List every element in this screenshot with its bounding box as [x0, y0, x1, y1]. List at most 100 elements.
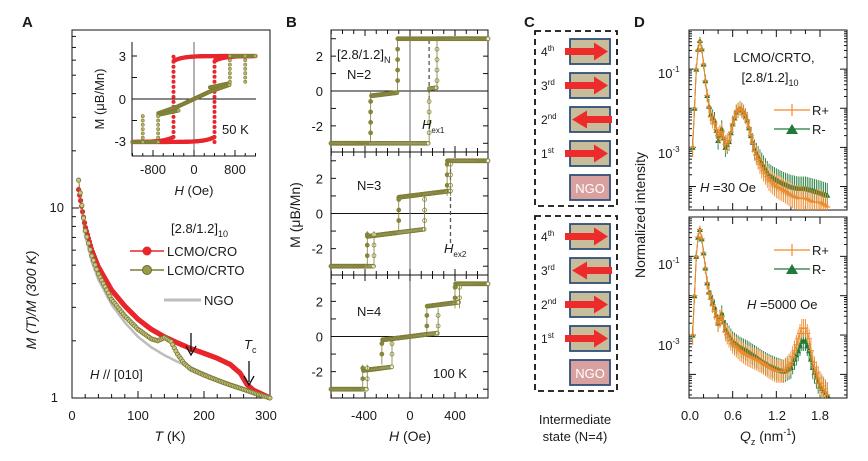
panel-d-legend-top: R+ R-	[774, 103, 829, 137]
panel-b-xtick-neg400: -400	[351, 408, 377, 423]
panel-b-xtick-0: 0	[406, 408, 413, 423]
layer-label: 4th	[541, 229, 554, 244]
panel-a-xtick-200: 200	[193, 408, 215, 423]
panel-c-layer-diagram: 4th 3rd 2nd 1st NGO 4th 3rd 2nd 1st NGO	[534, 30, 618, 392]
panel-d-ytick-top-1e-3: 10-3	[658, 145, 680, 161]
inset-xtick-0: 0	[190, 162, 197, 177]
layer-label-suffix: th	[548, 44, 555, 53]
panel-b-ytick-label: 2	[316, 294, 323, 309]
panel-d-reflectivity-chart: LCMO/CRTO, [2.8/1.2]10 H =30 Oe H =5000 …	[632, 29, 848, 447]
data-point-crto	[84, 234, 90, 240]
layer-label-suffix: nd	[548, 112, 557, 121]
panel-d-ylabel: Normalized intensity	[632, 152, 648, 278]
arrow-right-icon	[565, 42, 608, 61]
panel-d-xtick-06: 0.6	[724, 408, 742, 423]
substrate-block	[569, 174, 611, 201]
inset-point-crto	[227, 67, 232, 71]
inset-point-cro	[171, 140, 176, 144]
panel-d-xlabel: Qz (nm-1)	[740, 427, 796, 447]
panel-b-ytick-label: -2	[311, 242, 323, 257]
inset-point-cro	[171, 114, 176, 119]
inset-point-cro	[171, 129, 176, 134]
inset-point-crto	[140, 122, 145, 127]
layer-label: 1st	[541, 146, 555, 161]
inset-point-crto	[156, 114, 161, 119]
panel-a-ytick-10: 10	[50, 200, 64, 215]
substrate-label: NGO	[575, 366, 605, 381]
inset-point-cro	[171, 134, 176, 139]
panel-b-hysteresis-chart: 2 0 -2 2 0 -2 2 0 -2 [2.8/1.2]N N=2 N=3 N=4 Hex1…	[287, 29, 491, 444]
panel-b-ytick-label: 2	[316, 171, 323, 186]
inset-point-cro	[171, 99, 176, 104]
panel-a-temperature-chart: 1 10 0 100 200 300 T (K) M (T)/M (300 K)…	[23, 29, 277, 444]
legend-label-rplus-2: R+	[812, 243, 829, 258]
panel-b-ytick-label: -2	[311, 365, 323, 380]
panel-d-xtick-12: 1.2	[768, 408, 786, 423]
panel-label-b: B	[286, 14, 297, 31]
inset-point-cro	[212, 119, 217, 124]
layer-label-suffix: th	[548, 229, 555, 238]
panel-a-curves	[76, 177, 273, 401]
inset-point-crto	[227, 79, 232, 84]
panel-a-y-ticks	[72, 35, 79, 399]
inset-point-crto	[140, 135, 145, 140]
panel-d-ytick-bot-1e-1: 10-1	[658, 256, 680, 272]
data-point-crto	[81, 215, 87, 221]
panel-a-inset-chart: 3 0 -3 -800 0 800 H (Oe) M (μB/Mn) 50 K	[92, 42, 258, 198]
arrow-left-icon	[572, 261, 612, 280]
data-point-crto	[94, 266, 100, 272]
panel-b-point-hollow	[421, 227, 427, 232]
inset-point-crto	[176, 108, 181, 113]
inset-point-cro	[212, 59, 217, 64]
panel-b-ytick-label: 0	[316, 84, 323, 99]
inset-point-cro	[212, 69, 217, 74]
stack-dashed-frame	[534, 30, 618, 207]
panel-a-frame	[71, 29, 271, 399]
inset-point-crto	[140, 131, 145, 136]
inset-point-crto	[243, 54, 248, 58]
panel-a-field-direction: H // [010]	[90, 367, 143, 382]
panel-b-ytick-label: 2	[316, 49, 323, 64]
panel-b-point-filled	[394, 90, 400, 96]
inset-point-cro	[212, 99, 217, 104]
inset-point-crto	[243, 62, 248, 67]
arrow-icon-tc	[243, 361, 255, 387]
inset-point-crto	[253, 53, 258, 59]
legend-label-rplus: R+	[812, 103, 829, 118]
substrate-label: NGO	[575, 181, 605, 196]
data-point-crto	[92, 262, 98, 268]
inset-point-cro	[171, 119, 176, 124]
inset-point-crto	[140, 114, 145, 119]
inset-point-cro	[212, 134, 217, 139]
panel-a-xtick-0: 0	[68, 408, 75, 423]
inset-point-crto	[243, 75, 248, 80]
inset-point-cro	[212, 129, 217, 134]
inset-point-crto	[227, 58, 232, 63]
data-point-crto	[90, 257, 96, 263]
panel-d-field-5000: H =5000 Oe	[747, 297, 817, 312]
arrow-left-icon	[572, 110, 612, 129]
inset-point-cro	[212, 64, 217, 69]
panel-c-caption-line2: state (N=4)	[543, 429, 608, 444]
inset-point-crto	[243, 67, 248, 71]
inset-xtick-800: 800	[224, 162, 246, 177]
data-point-crto	[76, 177, 82, 183]
inset-ytick-0: 0	[119, 92, 126, 107]
layer-label: 1st	[541, 331, 555, 346]
panel-a-tc-label: Tc	[244, 337, 257, 355]
layer-label-suffix: st	[548, 331, 555, 340]
triangle-marker-icon-2	[786, 264, 798, 274]
inset-point-cro	[171, 79, 176, 84]
substrate-block	[569, 359, 611, 386]
panel-a-ytick-1: 1	[51, 390, 58, 405]
panel-label-d: D	[634, 14, 645, 31]
inset-point-crto	[243, 79, 248, 84]
inset-point-cro	[171, 74, 176, 79]
inset-ylabel: M (μB/Mn)	[92, 69, 107, 130]
panel-d-legend-bottom: R+ R-	[774, 243, 829, 277]
arrow-right-icon	[565, 329, 608, 348]
inset-xlabel: H (Oe)	[174, 183, 213, 198]
panel-c-caption-line1: Intermediate	[539, 412, 611, 427]
panel-b-point-hollow	[485, 281, 491, 287]
inset-point-crto	[227, 62, 232, 67]
